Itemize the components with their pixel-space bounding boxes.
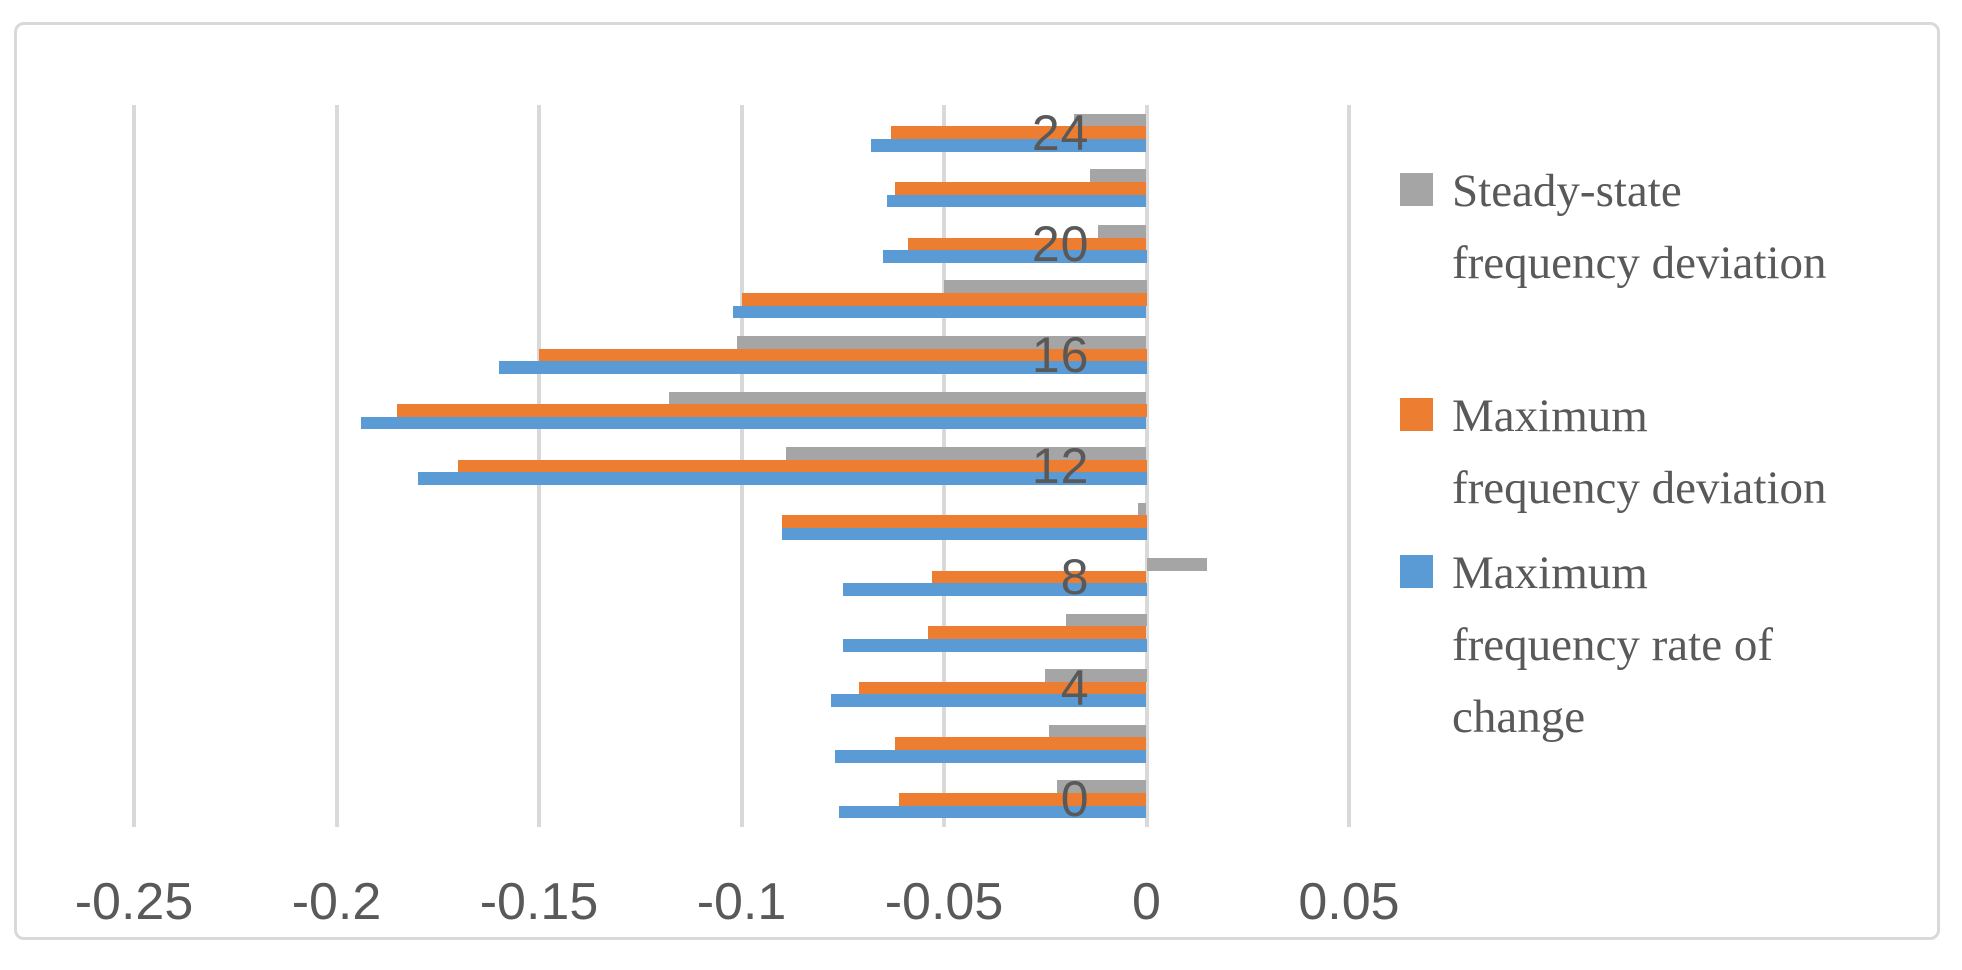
- bar-steady-state-freq-dev-2: [1049, 724, 1147, 738]
- legend-swatch-max-freq-dev: [1400, 398, 1433, 431]
- bar-max-freq-dev-2: [895, 737, 1147, 750]
- bar-max-freq-rate-of-change-24: [871, 139, 1147, 152]
- x-tick-label--0.1: -0.1: [696, 873, 787, 931]
- x-tick-label--0.25: -0.25: [74, 873, 194, 931]
- bar-steady-state-freq-dev-6: [1065, 613, 1147, 627]
- bar-max-freq-dev-12: [458, 459, 1147, 473]
- legend-label-max-freq-rate-of-change: Maximum frequency rate of change: [1452, 547, 1773, 743]
- bar-max-freq-rate-of-change-2: [834, 749, 1147, 763]
- legend-swatch-max-freq-rate-of-change: [1400, 555, 1433, 588]
- category-label-4: 4: [1060, 660, 1090, 717]
- bar-max-freq-rate-of-change-16: [498, 361, 1147, 374]
- bar-max-freq-rate-of-change-6: [842, 638, 1147, 652]
- x-tick-label-0: 0: [1132, 873, 1161, 931]
- bar-max-freq-dev-20: [907, 237, 1147, 251]
- gridline-0: [1144, 105, 1149, 827]
- x-tick-label--0.05: -0.05: [884, 873, 1004, 931]
- bar-max-freq-dev-24: [891, 126, 1147, 140]
- x-tick-label--0.2: -0.2: [291, 873, 382, 931]
- bar-steady-state-freq-dev-8: [1146, 558, 1208, 571]
- bar-max-freq-dev-0: [899, 792, 1147, 806]
- bar-max-freq-rate-of-change-10: [782, 527, 1147, 541]
- bar-max-freq-rate-of-change-12: [417, 472, 1147, 485]
- bar-max-freq-dev-8: [931, 570, 1147, 584]
- category-label-24: 24: [1031, 104, 1090, 161]
- bar-max-freq-rate-of-change-4: [830, 694, 1147, 708]
- legend-label-max-freq-dev: Maximum frequency deviation: [1452, 390, 1827, 514]
- bar-steady-state-freq-dev-18: [944, 280, 1147, 294]
- x-tick-label--0.15: -0.15: [479, 873, 599, 931]
- bar-max-freq-dev-4: [858, 681, 1147, 695]
- bar-steady-state-freq-dev-20: [1097, 224, 1147, 238]
- legend-swatch-steady-state-freq-dev: [1400, 173, 1433, 206]
- bar-steady-state-freq-dev-14: [668, 391, 1147, 405]
- bar-max-freq-dev-14: [397, 404, 1147, 417]
- bar-steady-state-freq-dev-12: [786, 447, 1147, 460]
- x-tick-label-0.05: 0.05: [1298, 873, 1400, 931]
- bar-steady-state-freq-dev-22: [1089, 169, 1147, 182]
- bar-max-freq-rate-of-change-20: [883, 250, 1147, 263]
- gridline-0.05: [1347, 105, 1351, 827]
- bar-max-freq-dev-22: [895, 182, 1147, 195]
- bar-steady-state-freq-dev-0: [1057, 780, 1147, 793]
- category-label-0: 0: [1060, 771, 1090, 828]
- gridline--0.2: [334, 105, 339, 827]
- bar-max-freq-rate-of-change-18: [733, 305, 1147, 319]
- bar-max-freq-rate-of-change-0: [838, 805, 1147, 819]
- bar-max-freq-rate-of-change-8: [842, 583, 1147, 596]
- bar-max-freq-dev-18: [741, 293, 1147, 306]
- category-label-8: 8: [1060, 549, 1090, 606]
- category-label-12: 12: [1031, 437, 1090, 494]
- bar-steady-state-freq-dev-24: [1073, 113, 1147, 127]
- bar-max-freq-dev-6: [927, 626, 1147, 639]
- gridline--0.25: [132, 105, 136, 827]
- legend-label-steady-state-freq-dev: Steady-state frequency deviation: [1452, 165, 1827, 289]
- bar-max-freq-rate-of-change-14: [360, 416, 1147, 430]
- bar-max-freq-dev-16: [539, 348, 1147, 362]
- category-label-16: 16: [1031, 326, 1090, 383]
- bar-steady-state-freq-dev-10: [1138, 502, 1147, 516]
- category-label-20: 20: [1031, 215, 1090, 272]
- bar-steady-state-freq-dev-16: [737, 336, 1147, 349]
- bar-max-freq-dev-10: [782, 515, 1147, 528]
- bar-steady-state-freq-dev-4: [1045, 669, 1147, 682]
- bar-max-freq-rate-of-change-22: [887, 194, 1147, 208]
